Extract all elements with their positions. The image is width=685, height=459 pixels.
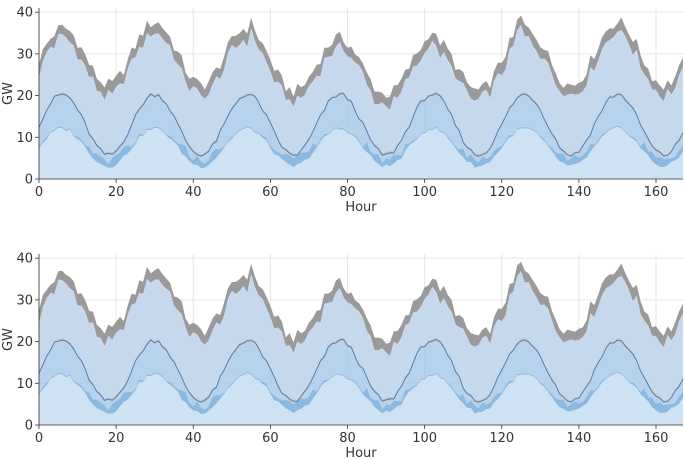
series-line (38, 338, 684, 403)
x-axis-label: Hour (345, 200, 377, 215)
y-tick-label: 10 (16, 131, 33, 146)
y-tick-label: 0 (25, 419, 33, 434)
y-tick-label: 20 (16, 335, 33, 350)
x-tick-label: 20 (108, 431, 125, 446)
x-tick-label: 100 (412, 185, 437, 200)
y-tick-label: 40 (16, 252, 33, 267)
y-tick-label: 10 (16, 377, 33, 392)
chart-panel-2: 0 20 40 60 80 100 120 140 160 0 10 20 30 40 Hour GW (1, 252, 684, 459)
area-series-1 (39, 372, 683, 425)
x-tick-label: 0 (35, 185, 43, 200)
x-tick-label: 100 (412, 431, 437, 446)
x-tick-label: 80 (339, 431, 356, 446)
area-series-2 (39, 125, 683, 169)
x-tick-label: 140 (566, 431, 591, 446)
area-series-4 (39, 337, 683, 404)
area-series-5 (39, 272, 683, 400)
area-series-4 (39, 91, 683, 158)
area-series-7 (39, 15, 683, 110)
y-tick-label: 40 (16, 6, 33, 21)
area-series-7 (39, 261, 683, 356)
area-series-2 (39, 371, 683, 415)
x-tick-label: 160 (644, 431, 669, 446)
area-series-3 (39, 341, 683, 411)
x-tick-label: 60 (262, 185, 279, 200)
x-tick-label: 40 (185, 431, 202, 446)
y-tick-label: 30 (16, 47, 33, 62)
y-tick-label: 30 (16, 293, 33, 308)
area-series-1 (39, 126, 683, 179)
y-tick-label: 20 (16, 89, 33, 104)
x-tick-label: 60 (262, 431, 279, 446)
x-tick-label: 120 (489, 185, 514, 200)
series-line (38, 92, 684, 157)
area-series-3 (39, 95, 683, 165)
x-tick-label: 40 (185, 185, 202, 200)
chart-panel-1: 0 20 40 60 80 100 120 140 160 0 10 20 30 40 Hour GW (1, 6, 684, 215)
area-series-5 (39, 26, 683, 155)
y-axis-label: GW (1, 82, 16, 105)
x-tick-label: 20 (108, 185, 125, 200)
x-tick-label: 0 (35, 431, 43, 446)
y-tick-label: 0 (25, 173, 33, 188)
x-tick-label: 160 (644, 185, 669, 200)
y-axis-label: GW (1, 328, 16, 351)
x-tick-label: 140 (566, 185, 591, 200)
x-tick-label: 120 (489, 431, 514, 446)
x-axis-label: Hour (345, 446, 377, 459)
x-tick-label: 80 (339, 185, 356, 200)
